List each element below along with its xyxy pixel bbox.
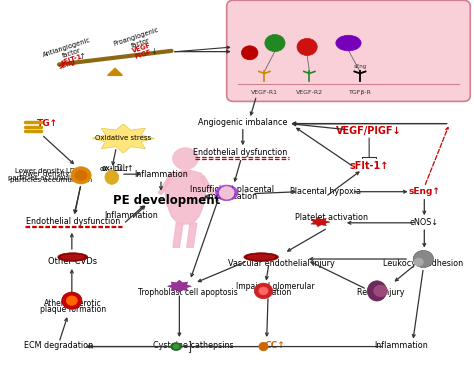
- Text: sEng↑: sEng↑: [409, 187, 440, 196]
- Circle shape: [75, 170, 87, 180]
- Circle shape: [374, 285, 388, 297]
- Ellipse shape: [105, 170, 118, 184]
- Text: Leukocyte adhesion: Leukocyte adhesion: [383, 259, 464, 268]
- Text: CC↑: CC↑: [264, 341, 285, 350]
- Text: sEng: sEng: [58, 59, 77, 71]
- Polygon shape: [187, 223, 197, 247]
- Text: Eng: Eng: [343, 40, 354, 45]
- Ellipse shape: [171, 343, 182, 350]
- Text: sFIT-1: sFIT-1: [60, 53, 83, 66]
- Text: ox-LDL↑: ox-LDL↑: [100, 166, 130, 172]
- Text: PlGF: PlGF: [269, 40, 281, 45]
- Text: Impaired glomerular: Impaired glomerular: [236, 282, 314, 291]
- Ellipse shape: [336, 35, 361, 51]
- Text: factor: factor: [130, 37, 151, 49]
- Circle shape: [71, 167, 91, 184]
- Circle shape: [413, 250, 434, 268]
- Polygon shape: [173, 223, 183, 247]
- Ellipse shape: [247, 255, 275, 260]
- Circle shape: [414, 258, 423, 266]
- Circle shape: [173, 148, 198, 169]
- Text: Trophoblast cell apoptosis: Trophoblast cell apoptosis: [138, 288, 237, 297]
- Text: Platelet activation: Platelet activation: [295, 213, 368, 222]
- Text: PIGF: PIGF: [134, 49, 152, 60]
- Polygon shape: [158, 175, 173, 194]
- Text: Inflammation: Inflammation: [374, 341, 428, 350]
- Text: ↓: ↓: [151, 47, 157, 56]
- Ellipse shape: [367, 281, 387, 301]
- Circle shape: [297, 38, 317, 56]
- Ellipse shape: [259, 342, 268, 351]
- Text: Endothelial dysfunction: Endothelial dysfunction: [26, 217, 120, 226]
- Text: ox-LDL↑: ox-LDL↑: [101, 164, 134, 173]
- Text: Other CVDs: Other CVDs: [48, 257, 97, 266]
- Polygon shape: [164, 170, 206, 224]
- Text: sFlt-1↑: sFlt-1↑: [349, 162, 389, 171]
- Polygon shape: [92, 124, 155, 153]
- Text: Endothelial dysfunction: Endothelial dysfunction: [193, 148, 288, 157]
- Text: Cysteine cathepsins: Cysteine cathepsins: [153, 341, 234, 350]
- Text: Inflammation: Inflammation: [105, 211, 158, 220]
- Text: Oxidative stress: Oxidative stress: [95, 135, 151, 142]
- Text: TG↑: TG↑: [37, 119, 58, 128]
- Text: plaque formation: plaque formation: [40, 305, 106, 314]
- Text: VEGF-R2: VEGF-R2: [296, 90, 323, 95]
- Text: Proangiogenic: Proangiogenic: [113, 26, 160, 47]
- Text: VEGF/PlGF↓: VEGF/PlGF↓: [337, 126, 402, 136]
- Ellipse shape: [58, 253, 88, 261]
- Text: implantation: implantation: [207, 192, 258, 201]
- Text: Antiangiogenic: Antiangiogenic: [42, 36, 91, 58]
- Text: Placental hypoxia: Placental hypoxia: [290, 187, 361, 196]
- Ellipse shape: [61, 255, 84, 260]
- Text: Inflammation: Inflammation: [134, 170, 188, 179]
- Ellipse shape: [173, 345, 179, 349]
- Circle shape: [66, 296, 77, 305]
- Text: sFlt-1: sFlt-1: [243, 51, 257, 55]
- Polygon shape: [108, 68, 122, 75]
- Circle shape: [62, 292, 82, 309]
- Text: factor: factor: [62, 48, 82, 60]
- Text: Angiogenic imbalance: Angiogenic imbalance: [198, 118, 287, 127]
- Text: Atherosclerotic: Atherosclerotic: [44, 299, 101, 308]
- Text: TGFβ-R: TGFβ-R: [348, 90, 372, 95]
- Text: Renal injury: Renal injury: [357, 288, 404, 297]
- Text: VEGF: VEGF: [131, 43, 152, 54]
- FancyBboxPatch shape: [227, 0, 470, 102]
- Ellipse shape: [244, 253, 278, 261]
- Text: filtration: filtration: [258, 288, 292, 297]
- Text: VEGF-R1: VEGF-R1: [251, 90, 278, 95]
- Text: Lower density LDL
particles accumulation: Lower density LDL particles accumulation: [8, 168, 87, 181]
- Polygon shape: [201, 175, 214, 194]
- Text: ECM degradation: ECM degradation: [24, 341, 93, 350]
- Ellipse shape: [216, 185, 238, 201]
- Text: particles accumulation: particles accumulation: [9, 177, 92, 183]
- Polygon shape: [311, 218, 330, 227]
- Text: Insufficient placental: Insufficient placental: [190, 185, 274, 194]
- Text: ↑: ↑: [78, 52, 85, 61]
- Circle shape: [259, 287, 268, 295]
- Text: Vascular endothelial injury: Vascular endothelial injury: [228, 259, 335, 268]
- Text: Lower density LDL: Lower density LDL: [19, 171, 85, 177]
- Text: VEGF: VEGF: [300, 44, 314, 49]
- Text: sEng: sEng: [353, 64, 366, 69]
- Text: PE development: PE development: [113, 194, 220, 207]
- Polygon shape: [167, 280, 191, 292]
- Text: eNOS↓: eNOS↓: [410, 218, 439, 227]
- Circle shape: [254, 283, 273, 299]
- Circle shape: [219, 187, 234, 199]
- Circle shape: [265, 34, 285, 52]
- Circle shape: [241, 46, 258, 60]
